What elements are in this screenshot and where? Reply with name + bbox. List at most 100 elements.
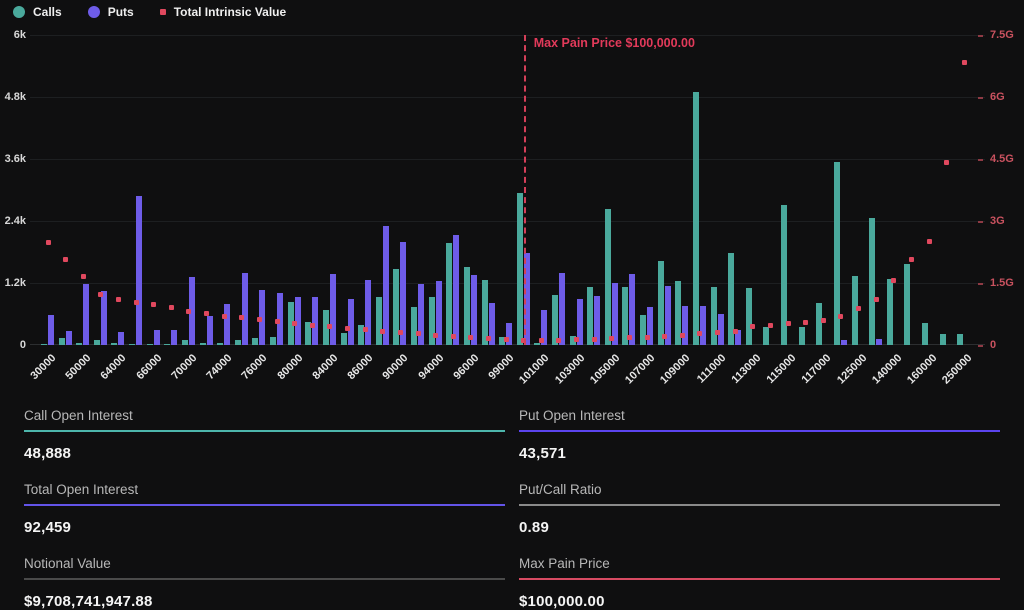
total-intrinsic-value-dot[interactable] — [856, 305, 862, 311]
puts-bar[interactable] — [259, 290, 266, 345]
total-intrinsic-value-dot[interactable] — [591, 336, 597, 342]
legend-item-calls[interactable]: Calls — [13, 5, 62, 19]
calls-bar[interactable] — [939, 334, 946, 345]
puts-bar[interactable] — [664, 286, 671, 345]
total-intrinsic-value-dot[interactable] — [556, 337, 562, 343]
total-intrinsic-value-dot[interactable] — [574, 337, 580, 343]
total-intrinsic-value-dot[interactable] — [380, 328, 386, 334]
total-intrinsic-value-dot[interactable] — [679, 332, 685, 338]
total-intrinsic-value-dot[interactable] — [133, 300, 139, 306]
calls-bar[interactable] — [499, 337, 506, 345]
total-intrinsic-value-dot[interactable] — [715, 330, 721, 336]
calls-bar[interactable] — [675, 280, 682, 345]
puts-bar[interactable] — [735, 330, 742, 345]
calls-bar[interactable] — [569, 336, 576, 345]
calls-bar[interactable] — [463, 266, 470, 345]
total-intrinsic-value-dot[interactable] — [327, 324, 333, 330]
total-intrinsic-value-dot[interactable] — [433, 332, 439, 338]
puts-bar[interactable] — [312, 296, 319, 345]
puts-bar[interactable] — [188, 276, 195, 345]
total-intrinsic-value-dot[interactable] — [626, 335, 632, 341]
total-intrinsic-value-dot[interactable] — [767, 322, 773, 328]
total-intrinsic-value-dot[interactable] — [838, 314, 844, 320]
plot-area[interactable] — [30, 35, 985, 345]
puts-bar[interactable] — [65, 331, 72, 345]
calls-bar[interactable] — [287, 302, 294, 345]
puts-bar[interactable] — [682, 306, 689, 345]
total-intrinsic-value-dot[interactable] — [873, 296, 879, 302]
total-intrinsic-value-dot[interactable] — [662, 333, 668, 339]
calls-bar[interactable] — [41, 343, 47, 345]
puts-bar[interactable] — [294, 296, 301, 345]
calls-bar[interactable] — [340, 332, 347, 345]
total-intrinsic-value-dot[interactable] — [221, 313, 227, 319]
puts-bar[interactable] — [840, 339, 847, 345]
puts-bar[interactable] — [277, 293, 284, 345]
puts-bar[interactable] — [576, 298, 583, 345]
calls-bar[interactable] — [181, 339, 188, 345]
total-intrinsic-value-dot[interactable] — [944, 160, 950, 166]
calls-bar[interactable] — [234, 339, 241, 345]
puts-bar[interactable] — [153, 330, 160, 345]
calls-bar[interactable] — [640, 315, 647, 345]
calls-bar[interactable] — [728, 252, 735, 345]
total-intrinsic-value-dot[interactable] — [186, 308, 192, 314]
total-intrinsic-value-dot[interactable] — [961, 59, 967, 65]
puts-bar[interactable] — [83, 284, 90, 345]
calls-bar[interactable] — [622, 287, 629, 345]
puts-bar[interactable] — [876, 339, 883, 345]
puts-bar[interactable] — [365, 279, 372, 345]
puts-bar[interactable] — [100, 290, 107, 345]
max-pain-chart[interactable]: 6k 7.5G 4.8k 6G 3.6k 4.5G 2.4k 3G 1.2k 1.5G 0 0 3000… — [0, 0, 1024, 400]
puts-bar[interactable] — [629, 274, 636, 345]
total-intrinsic-value-dot[interactable] — [926, 239, 932, 245]
total-intrinsic-value-dot[interactable] — [732, 328, 738, 334]
total-intrinsic-value-dot[interactable] — [750, 324, 756, 330]
calls-bar[interactable] — [93, 339, 100, 345]
calls-bar[interactable] — [111, 343, 118, 345]
total-intrinsic-value-dot[interactable] — [415, 331, 421, 337]
calls-bar[interactable] — [481, 279, 488, 345]
puts-bar[interactable] — [558, 272, 565, 345]
puts-bar[interactable] — [523, 252, 530, 345]
puts-bar[interactable] — [418, 284, 425, 345]
calls-bar[interactable] — [604, 209, 611, 345]
calls-bar[interactable] — [657, 260, 664, 345]
calls-bar[interactable] — [129, 343, 136, 345]
total-intrinsic-value-dot[interactable] — [362, 327, 368, 333]
total-intrinsic-value-dot[interactable] — [450, 333, 456, 339]
calls-bar[interactable] — [851, 275, 858, 345]
puts-bar[interactable] — [488, 302, 495, 345]
calls-bar[interactable] — [957, 334, 964, 345]
puts-bar[interactable] — [611, 282, 618, 345]
total-intrinsic-value-dot[interactable] — [204, 310, 210, 316]
total-intrinsic-value-dot[interactable] — [803, 320, 809, 326]
legend-item-puts[interactable]: Puts — [87, 5, 134, 19]
total-intrinsic-value-dot[interactable] — [151, 302, 157, 308]
puts-bar[interactable] — [400, 241, 407, 345]
calls-bar[interactable] — [904, 264, 911, 345]
calls-bar[interactable] — [428, 296, 435, 345]
puts-bar[interactable] — [541, 309, 548, 345]
calls-bar[interactable] — [76, 342, 83, 345]
total-intrinsic-value-dot[interactable] — [609, 336, 615, 342]
calls-bar[interactable] — [922, 322, 928, 345]
total-intrinsic-value-dot[interactable] — [468, 335, 474, 341]
puts-bar[interactable] — [435, 280, 442, 345]
legend-item-total-intrinsic-value[interactable]: Total Intrinsic Value — [159, 5, 286, 19]
calls-bar[interactable] — [534, 343, 541, 345]
total-intrinsic-value-dot[interactable] — [292, 321, 298, 326]
total-intrinsic-value-dot[interactable] — [80, 274, 86, 280]
puts-bar[interactable] — [329, 274, 336, 345]
calls-bar[interactable] — [393, 269, 400, 345]
calls-bar[interactable] — [886, 279, 893, 345]
calls-bar[interactable] — [446, 242, 453, 345]
total-intrinsic-value-dot[interactable] — [345, 325, 351, 331]
total-intrinsic-value-dot[interactable] — [820, 318, 826, 324]
puts-bar[interactable] — [118, 331, 125, 345]
total-intrinsic-value-dot[interactable] — [538, 337, 544, 343]
calls-bar[interactable] — [816, 303, 823, 345]
calls-bar[interactable] — [763, 326, 770, 345]
calls-bar[interactable] — [164, 343, 171, 345]
total-intrinsic-value-dot[interactable] — [785, 321, 791, 327]
